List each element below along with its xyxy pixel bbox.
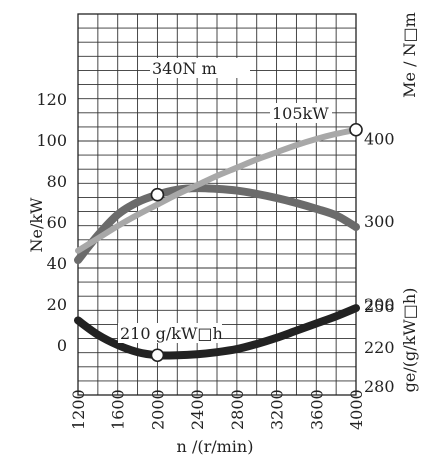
left-tick-label: 40 xyxy=(47,254,67,273)
x-tick-label: 3600 xyxy=(307,389,326,430)
torque-curve xyxy=(74,184,360,265)
x-tick-label: 4000 xyxy=(347,389,366,430)
left-tick-label: 80 xyxy=(47,172,67,191)
curves xyxy=(74,126,360,360)
fuel-min-annotation: 210 g/kW□h xyxy=(120,324,223,343)
x-tick-label: 1600 xyxy=(109,389,128,430)
fuel-point-marker xyxy=(150,348,165,363)
left-axis-title: Ne/kW xyxy=(27,197,46,253)
left-tick-label: 0 xyxy=(57,336,67,355)
annotations: 340N m 105kW 210 g/kW□h xyxy=(118,58,332,343)
right-lower-tick-label: 256 xyxy=(364,297,395,316)
power-curve xyxy=(75,126,359,254)
left-tick-label: 60 xyxy=(47,213,67,232)
fuel-annotation-bg xyxy=(118,323,222,343)
x-tick-label: 2000 xyxy=(148,389,167,430)
fuel-curve xyxy=(74,304,360,360)
power-point-marker xyxy=(349,122,363,137)
right-lower-tick-label: 280 xyxy=(364,377,395,396)
x-axis-title: n /(r/min) xyxy=(177,437,254,456)
x-tick-label: 1200 xyxy=(69,389,88,430)
x-tick-label: 2800 xyxy=(228,389,247,430)
left-tick-label: 100 xyxy=(36,131,67,150)
plot-frame xyxy=(77,13,357,396)
power-annotation-bg xyxy=(270,103,332,123)
right-lower-axis: 256 220 280 xyxy=(364,297,395,396)
right-upper-axis-title: Me / N□m xyxy=(400,12,419,98)
torque-point-marker xyxy=(150,187,165,202)
torque-max-annotation: 340N m xyxy=(152,59,217,78)
right-lower-tick-label: 220 xyxy=(364,338,395,357)
x-axis: 1200 1600 2000 2400 2800 3200 3600 4000 xyxy=(69,389,366,430)
power-max-annotation: 105kW xyxy=(272,104,329,123)
right-upper-axis: 200 300 400 xyxy=(364,129,395,314)
torque-annotation-bg xyxy=(150,58,250,78)
left-tick-label: 120 xyxy=(36,90,67,109)
right-upper-tick-label: 400 xyxy=(364,129,395,148)
x-tick-label: 2400 xyxy=(188,389,207,430)
left-axis: 0 20 40 60 80 100 120 xyxy=(36,90,67,355)
right-upper-tick-label: 200 xyxy=(364,295,395,314)
x-tick-label: 3200 xyxy=(268,389,287,430)
right-upper-tick-label: 300 xyxy=(364,212,395,231)
markers xyxy=(150,122,363,363)
left-tick-label: 20 xyxy=(47,295,67,314)
right-lower-axis-title: ge/(g/kW□h) xyxy=(400,288,419,393)
